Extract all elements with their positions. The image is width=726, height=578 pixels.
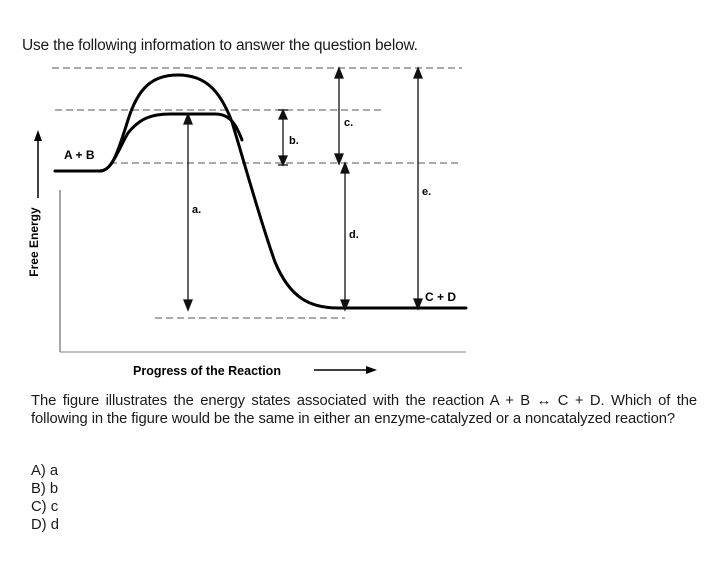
question-text: The figure illustrates the energy states… <box>31 393 697 427</box>
x-axis-label: Progress of the Reaction <box>133 364 281 378</box>
arrow-c <box>334 66 344 166</box>
marker-a: a. <box>192 204 201 216</box>
option-c[interactable]: C) c <box>31 499 59 515</box>
option-b[interactable]: B) b <box>31 481 59 497</box>
arrow-a <box>183 112 193 312</box>
arrow-b <box>277 108 289 167</box>
option-a[interactable]: A) a <box>31 463 59 479</box>
arrow-d <box>340 161 350 312</box>
x-axis-arrowhead <box>366 366 377 374</box>
dashed-guides <box>52 67 462 319</box>
reactants-label: A + B <box>64 148 95 162</box>
products-label: C + D <box>425 290 456 304</box>
energy-diagram: Free Energy Progress of the Reaction a. … <box>27 66 468 378</box>
marker-d: d. <box>349 229 359 241</box>
marker-e: e. <box>422 186 431 198</box>
y-axis-arrowhead <box>34 130 42 141</box>
option-d[interactable]: D) d <box>31 517 59 533</box>
marker-b: b. <box>289 135 299 147</box>
y-axis-label: Free Energy <box>27 207 41 277</box>
arrow-e <box>413 66 423 311</box>
answer-options: A) a B) b C) c D) d <box>31 462 59 534</box>
uncatalyzed-curve <box>53 73 468 310</box>
marker-c: c. <box>344 117 353 129</box>
catalyzed-curve <box>98 112 244 173</box>
intro-text: Use the following information to answer … <box>22 37 418 54</box>
